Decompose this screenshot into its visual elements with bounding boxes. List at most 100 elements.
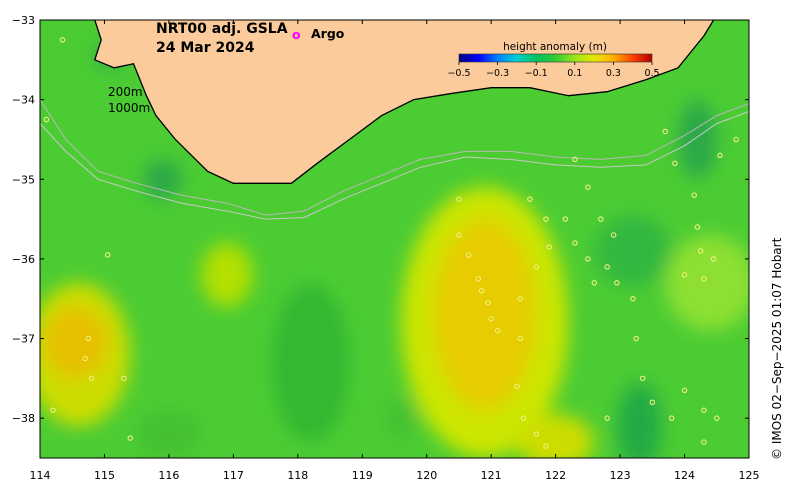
argo-float-marker: [591, 280, 598, 286]
argo-float-marker: [121, 375, 127, 382]
argo-float-marker: [456, 196, 462, 202]
lat-tick-label: −37: [12, 333, 35, 346]
anomaly-region-1: [433, 219, 537, 411]
argo-float-marker: [104, 252, 111, 258]
colorbar-tick-label: −0.3: [486, 68, 509, 79]
argo-float-marker: [546, 244, 552, 250]
argo-float-marker: [127, 435, 133, 441]
anomaly-region-10: [384, 398, 418, 439]
argo-float-marker: [681, 272, 688, 278]
argo-float-marker: [697, 248, 704, 254]
argo-float-marker: [733, 136, 739, 143]
argo-float-marker: [520, 415, 527, 421]
argo-float-marker: [633, 335, 639, 342]
lat-tick-label: −34: [12, 94, 35, 107]
argo-float-marker: [543, 443, 549, 449]
anomaly-region-4: [516, 414, 595, 458]
lon-tick-label: 118: [287, 469, 308, 482]
argo-float-marker: [710, 256, 717, 262]
argo-float-marker: [485, 299, 491, 306]
argo-float-marker: [50, 407, 56, 413]
argo-float-marker: [465, 252, 472, 258]
lon-tick-label: 122: [545, 469, 566, 482]
colorbar-tick-label: 0.5: [644, 68, 659, 79]
argo-floats: [43, 37, 739, 449]
argo-float-marker: [681, 387, 688, 394]
argo-float-marker: [43, 116, 50, 123]
colorbar-tick-label: −0.1: [525, 68, 548, 79]
argo-float-marker: [517, 335, 523, 342]
argo-float-marker: [668, 415, 675, 421]
argo-float-marker: [694, 224, 701, 230]
argo-float-marker: [517, 295, 523, 302]
lon-tick-label: 117: [223, 469, 244, 482]
argo-float-marker: [614, 280, 620, 286]
colorbar-ticks: −0.5 −0.3 −0.1 0.1 0.3 0.5: [447, 62, 660, 79]
argo-float-marker: [672, 160, 678, 167]
anomaly-region-9: [136, 410, 202, 458]
contour-200m: [40, 99, 749, 216]
anomaly-region-6: [665, 235, 749, 331]
argo-float-marker: [59, 37, 66, 43]
anomaly-field: [40, 43, 749, 458]
anomaly-region-13: [143, 159, 182, 200]
argo-float-marker: [514, 383, 520, 390]
axis-ticks: [39, 19, 750, 458]
map-title: NRT00 adj. GSLA: [156, 21, 288, 37]
plot-area: [40, 20, 749, 458]
anomaly-region-5: [201, 242, 253, 307]
argo-float-marker: [639, 375, 646, 382]
argo-float-marker: [456, 232, 462, 238]
lon-tick-label: 121: [481, 469, 502, 482]
argo-legend-label: Argo: [311, 26, 345, 41]
argo-float-marker: [585, 184, 591, 190]
argo-float-marker: [630, 295, 636, 302]
argo-float-marker: [662, 128, 668, 135]
argo-float-marker: [598, 216, 604, 222]
lat-tick-label: −38: [12, 412, 35, 425]
lat-tick-label: −33: [12, 14, 35, 27]
colorbar-tick-label: 0.3: [606, 68, 621, 79]
argo-float-marker: [604, 264, 610, 270]
argo-float-marker: [562, 216, 569, 222]
argo-float-marker: [717, 152, 723, 159]
lon-tick-label: 119: [352, 469, 373, 482]
argo-legend-icon: o: [292, 27, 301, 42]
map-date: 24 Mar 2024: [156, 40, 255, 56]
argo-float-marker: [82, 355, 88, 362]
depth-label-1000m: 1000m: [108, 101, 150, 115]
anomaly-region-7: [272, 282, 350, 443]
lat-tick-label: −36: [12, 253, 35, 266]
argo-float-marker: [649, 399, 656, 406]
colorbar-tick-label: 0.1: [567, 68, 582, 79]
argo-float-marker: [85, 335, 92, 342]
lon-tick-label: 125: [739, 469, 760, 482]
argo-float-marker: [604, 415, 610, 421]
anomaly-region-8: [616, 382, 662, 458]
anomaly-region-11: [594, 215, 672, 287]
argo-float-marker: [572, 240, 578, 246]
argo-float-marker: [714, 415, 720, 421]
lon-tick-label: 123: [610, 469, 631, 482]
argo-float-marker: [691, 192, 697, 198]
argo-float-marker: [610, 232, 617, 238]
anomaly-region-3: [43, 306, 108, 379]
lon-tick-label: 124: [674, 469, 695, 482]
lon-tick-labels: 114 115 116 117 118 119 120 121 122 123 124 125: [30, 469, 760, 482]
colorbar: [458, 53, 653, 63]
lon-tick-label: 115: [94, 469, 115, 482]
argo-float-marker: [488, 315, 494, 322]
lon-tick-label: 114: [30, 469, 51, 482]
argo-float-marker: [701, 276, 707, 282]
argo-float-marker: [701, 439, 707, 445]
lat-tick-labels: −33 −34 −35 −36 −37 −38: [12, 14, 35, 425]
colorbar-title: height anomaly (m): [503, 41, 607, 53]
argo-float-marker: [475, 276, 482, 282]
argo-float-marker: [585, 256, 591, 262]
plot-frame: [39, 19, 750, 459]
argo-float-marker: [478, 288, 485, 294]
lon-tick-label: 120: [416, 469, 437, 482]
argo-float-marker: [527, 196, 533, 202]
contour-1000m: [40, 111, 749, 220]
